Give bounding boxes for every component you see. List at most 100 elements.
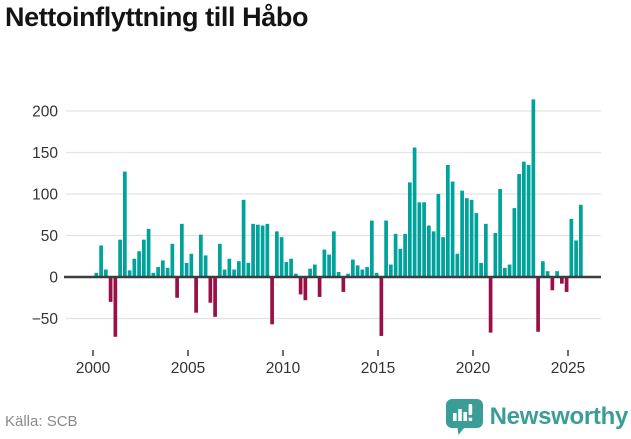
- bar: [308, 268, 312, 277]
- bar: [270, 277, 274, 325]
- net-migration-bar-chart: 200 150 100 50 0 −50 2000 2005 2010 2015 2020 2025: [32, 99, 601, 377]
- bar: [346, 273, 350, 277]
- bar: [298, 277, 303, 295]
- bar: [531, 99, 536, 277]
- bar: [370, 220, 374, 277]
- bar: [536, 277, 540, 332]
- bar: [170, 243, 175, 277]
- bar: [422, 202, 426, 277]
- bar: [360, 269, 365, 277]
- bar: [156, 267, 160, 277]
- bar: [507, 264, 512, 277]
- bar: [113, 277, 118, 337]
- chart-title: Nettoinflyttning till Håbo: [5, 2, 309, 32]
- bar: [365, 267, 369, 277]
- bar: [465, 198, 469, 277]
- bar: [303, 277, 308, 301]
- bar: [194, 277, 198, 313]
- bar: [241, 199, 246, 277]
- bar: [469, 199, 474, 277]
- y-axis-tick-label: 100: [32, 187, 58, 204]
- bar: [294, 273, 298, 277]
- bar: [208, 277, 213, 303]
- bar: [317, 277, 322, 297]
- bar: [218, 243, 222, 277]
- bar: [374, 272, 379, 277]
- bar: [275, 231, 279, 277]
- bar: [327, 254, 331, 277]
- bar: [474, 213, 479, 277]
- bar: [488, 277, 493, 333]
- bar: [393, 233, 398, 277]
- bar: [427, 225, 431, 277]
- bar: [227, 258, 232, 277]
- bar: [436, 194, 441, 277]
- bar: [455, 253, 460, 277]
- bar: [213, 277, 217, 317]
- bar: [351, 259, 355, 277]
- bar: [256, 224, 260, 277]
- bar: [313, 264, 317, 277]
- bar: [289, 258, 293, 277]
- newsworthy-badge-icon: [445, 399, 483, 435]
- bar: [279, 237, 284, 277]
- bar: [355, 265, 360, 277]
- bar: [574, 240, 578, 277]
- bar: [526, 164, 531, 277]
- bar: [479, 262, 483, 277]
- bar: [484, 223, 488, 277]
- x-axis-tick-label: 2015: [361, 360, 395, 377]
- newsworthy-logo: Newsworthy: [445, 399, 629, 435]
- bar: [541, 261, 545, 277]
- bar: [322, 249, 327, 277]
- newsworthy-wordmark: Newsworthy: [489, 403, 629, 430]
- badge-bars-glyph: [452, 404, 472, 421]
- x-axis-tick-label: 2025: [551, 360, 585, 377]
- bar: [522, 161, 526, 277]
- bar: [165, 267, 170, 277]
- bar: [336, 272, 341, 277]
- bar: [446, 164, 450, 277]
- x-axis-tick-label: 2000: [76, 360, 111, 377]
- bar: [180, 223, 184, 277]
- bar: [379, 277, 384, 336]
- bar: [493, 233, 498, 277]
- bar: [127, 270, 132, 277]
- bar: [189, 253, 194, 277]
- y-axis-tick-label: 150: [32, 145, 58, 162]
- bar: [412, 147, 417, 277]
- bar: [108, 277, 113, 302]
- y-axis-tick-label: −50: [32, 311, 59, 328]
- bar: [417, 202, 422, 277]
- x-axis-tick-label: 2020: [456, 360, 491, 377]
- bar: [579, 204, 583, 277]
- bar: [389, 264, 393, 277]
- y-axis-tick-label: 200: [32, 104, 58, 121]
- bar: [142, 239, 146, 277]
- x-axis-tick-label: 2005: [171, 360, 205, 377]
- bar: [99, 245, 103, 277]
- bar: [184, 262, 189, 277]
- bar: [517, 174, 521, 277]
- bar: [431, 231, 436, 277]
- bar: [450, 181, 455, 277]
- bar: [512, 208, 517, 277]
- bar: [441, 237, 445, 277]
- bar: [498, 189, 502, 277]
- y-axis-tick-label: 50: [41, 228, 59, 245]
- bar: [564, 277, 569, 292]
- bar: [222, 269, 227, 277]
- bar: [199, 234, 203, 277]
- bar: [175, 277, 179, 298]
- bar: [146, 228, 151, 277]
- bar: [137, 251, 141, 277]
- bar: [403, 233, 407, 277]
- chart-footer: Källa: SCB Newsworthy: [0, 395, 631, 439]
- bar: [132, 258, 137, 277]
- bar: [503, 267, 507, 277]
- bar: [569, 218, 574, 277]
- bar: [246, 262, 251, 277]
- bar: [260, 225, 265, 277]
- bar: [203, 255, 208, 277]
- bar: [332, 231, 336, 277]
